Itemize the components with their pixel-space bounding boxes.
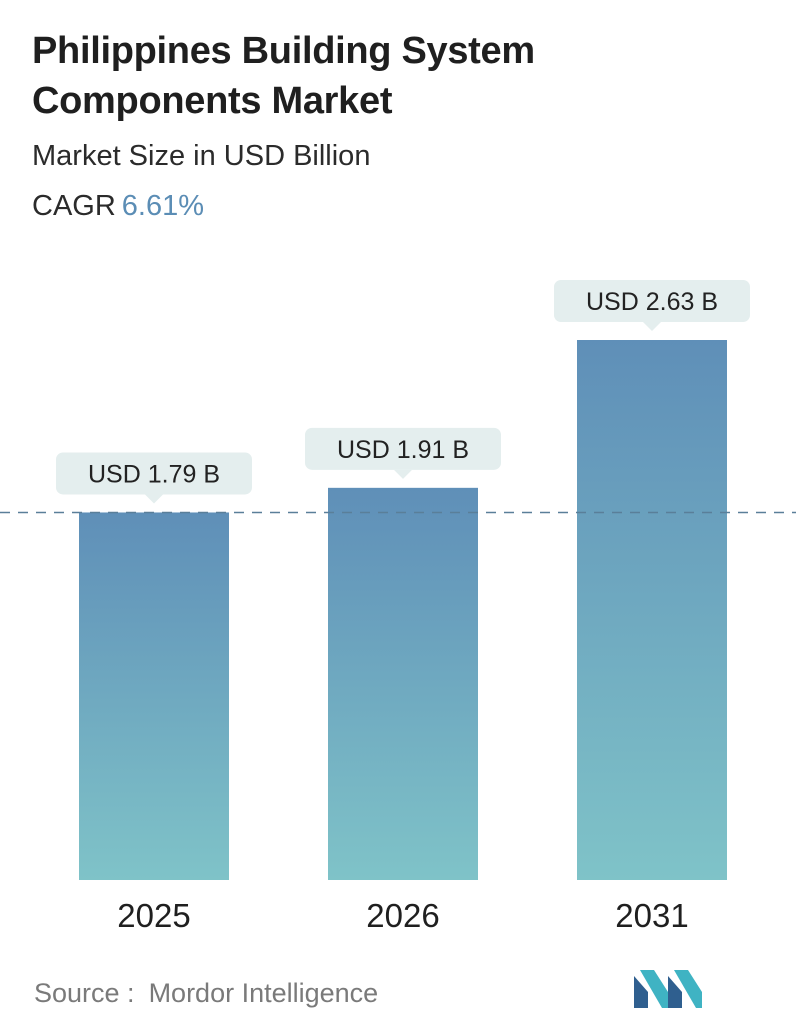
source-note: Source : Mordor Intelligence xyxy=(34,978,378,1009)
data-label-bubble xyxy=(305,427,501,470)
data-label-bubble xyxy=(56,452,252,495)
source-label: Source : xyxy=(34,978,135,1008)
chart-subtitle: Market Size in USD Billion xyxy=(32,140,371,172)
bar-chart: USD 1.79 B 2025 USD 1.91 B 2026 USD 2.63 B 20… xyxy=(0,280,796,934)
data-label-bubble xyxy=(554,280,750,322)
x-tick-2026: 2026 xyxy=(366,897,439,934)
data-label-text: USD 1.79 B xyxy=(88,460,220,488)
data-label-text: USD 2.63 B xyxy=(586,288,718,316)
data-label-pointer xyxy=(145,494,163,504)
mordor-logo-icon xyxy=(634,970,702,1008)
cagr-value: 6.61% xyxy=(121,190,205,222)
x-tick-2025: 2025 xyxy=(117,897,190,934)
x-tick-2031: 2031 xyxy=(615,897,688,934)
data-label-pointer xyxy=(394,469,412,479)
data-label-2031: USD 2.63 B xyxy=(554,280,750,331)
cagr-label: CAGR xyxy=(32,190,116,222)
bar-2026 xyxy=(328,487,478,880)
data-label-2025: USD 1.79 B xyxy=(56,452,252,504)
chart-title: Philippines Building System Components M… xyxy=(32,30,535,122)
bar-2031 xyxy=(577,340,727,880)
cagr-line: CAGR 6.61% xyxy=(32,190,204,223)
source-name: Mordor Intelligence xyxy=(148,978,379,1008)
data-label-2026: USD 1.91 B xyxy=(305,427,501,479)
data-label-pointer xyxy=(643,322,661,331)
bar-2025 xyxy=(79,512,229,880)
data-label-text: USD 1.91 B xyxy=(337,436,469,464)
